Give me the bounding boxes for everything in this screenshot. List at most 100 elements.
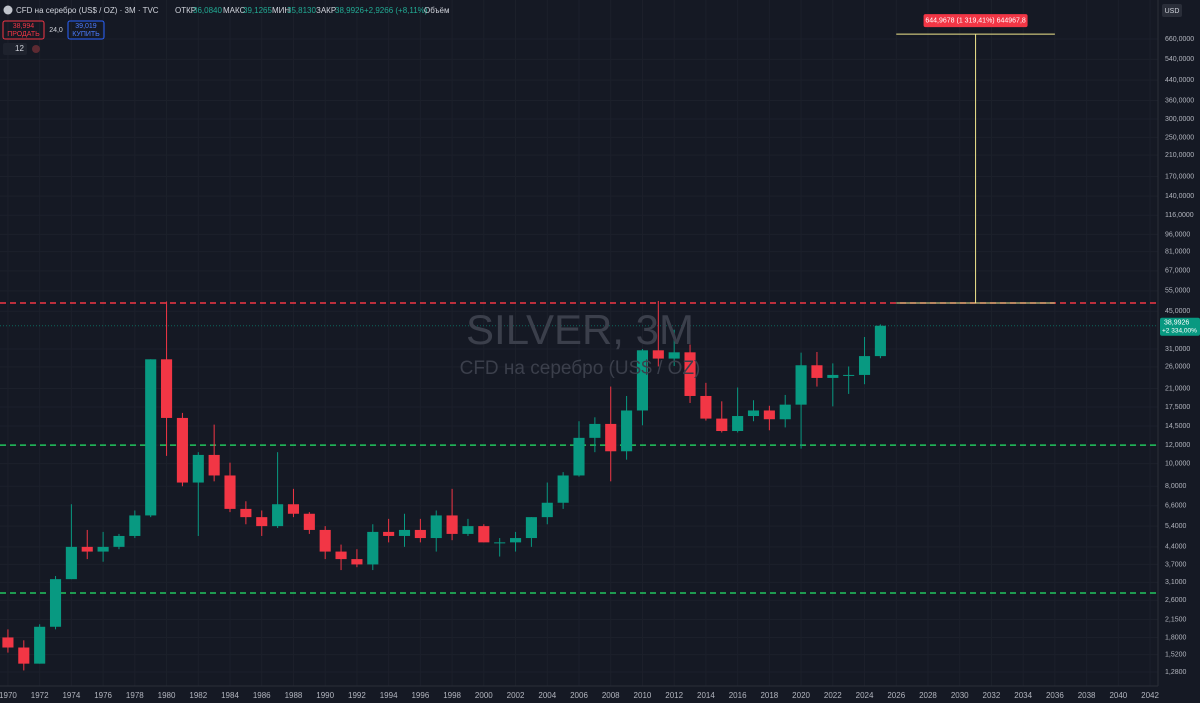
ohlc-value: 36,0840 [193,6,222,15]
x-tick-label: 2030 [951,691,969,700]
candle-body [97,546,109,552]
candle-body [795,365,807,405]
buy-label: КУПИТЬ [72,31,100,38]
candle-body [446,515,458,534]
y-tick-label: 10,0000 [1165,461,1190,468]
y-tick-label: 140,0000 [1165,193,1194,200]
measure-label-box [923,14,1028,28]
x-tick-label: 2008 [602,691,620,700]
y-tick-label: 4,4000 [1165,544,1187,551]
candle-body [49,579,62,627]
y-tick-label: 81,0000 [1165,248,1190,255]
candle-body [256,517,268,527]
x-tick-label: 2020 [792,691,810,700]
ohlc-label: МИН [272,6,290,15]
candle-body [81,546,93,552]
watermark: SILVER, 3M [466,306,694,353]
y-tick-label: 5,4000 [1165,523,1187,530]
candle-body [113,535,125,547]
x-tick-label: 2026 [887,691,905,700]
y-tick-label: 3,7000 [1165,561,1187,568]
y-tick-label: 31,0000 [1165,346,1190,353]
candle-body [383,531,395,536]
candle-body [272,504,284,527]
y-tick-label: 1,5200 [1165,651,1187,658]
y-tick-label: 45,0000 [1165,308,1190,315]
y-tick-label: 2,6000 [1165,597,1187,604]
candle-body [589,423,601,438]
candle-body [779,404,791,420]
ohlc-value: 38,9926 [335,6,364,15]
last-price-box [1160,317,1200,336]
buy-button[interactable] [67,20,105,40]
x-tick-label: 2028 [919,691,937,700]
indicators-toggle[interactable] [3,43,27,55]
candle-body [351,559,363,565]
candle-body [747,410,760,417]
y-tick-label: 67,0000 [1165,268,1190,275]
x-tick-label: 1976 [94,691,112,700]
candle-body [716,418,728,432]
candle-body [192,454,204,483]
x-tick-label: 1972 [31,691,49,700]
watermark-subtitle: CFD на серебро (US$ / OZ) [460,358,701,379]
x-tick-label: 2016 [729,691,747,700]
x-tick-label: 1998 [443,691,461,700]
y-tick-label: 250,0000 [1165,134,1194,141]
measure-label: 644,9678 (1 319,41%) 644967,8 [925,17,1026,24]
x-tick-label: 1974 [62,691,80,700]
candle-body [208,454,220,476]
candle-body [732,416,744,432]
x-tick-label: 1970 [0,691,17,700]
ohlc-value: 35,8130 [287,6,316,15]
candle-body [557,475,569,503]
y-tick-label: 540,0000 [1165,56,1194,63]
candle-body [335,551,347,560]
symbol-title[interactable]: CFD на серебро (US$ / OZ) · 3M · TVC [16,6,159,15]
candle-body [240,508,252,518]
candle-body [763,410,775,420]
candle-body [827,374,839,378]
y-tick-label: 6,6000 [1165,503,1187,510]
currency: USD [1165,8,1180,15]
candle-body [303,513,315,530]
sell-button[interactable] [2,20,45,40]
y-tick-label: 96,0000 [1165,231,1190,238]
last-price-change: +2 334,00% [1162,327,1197,334]
y-tick-label: 55,0000 [1165,288,1190,295]
candle-body [367,531,379,565]
ohlc-value: 39,1265 [243,6,272,15]
candle-body [874,325,886,357]
buy-price: 39,019 [75,23,97,30]
candle-body [414,529,426,539]
y-tick-label: 17,5000 [1165,404,1190,411]
candle-body [636,350,649,411]
x-tick-label: 1992 [348,691,366,700]
currency-button[interactable] [1162,4,1182,17]
alert-icon[interactable] [32,45,40,53]
y-tick-label: 116,0000 [1165,212,1194,219]
ohlc-label: ЗАКР [316,6,336,15]
y-tick-label: 170,0000 [1165,173,1194,180]
x-tick-label: 1988 [285,691,303,700]
y-tick-label: 1,2800 [1165,669,1187,676]
candle-body [18,647,30,664]
x-tick-label: 1980 [158,691,176,700]
ohlc-label: ОТКР [175,6,196,15]
y-tick-label: 660,0000 [1165,36,1194,43]
candle-body [668,352,680,359]
candle-body [811,365,823,378]
candle-body [2,637,14,648]
x-tick-label: 2014 [697,691,715,700]
x-tick-label: 2036 [1046,691,1064,700]
x-tick-label: 2040 [1109,691,1127,700]
y-tick-label: 1,8000 [1165,634,1187,641]
x-tick-label: 2006 [570,691,588,700]
candle-body [430,515,442,539]
sell-label: ПРОДАТЬ [7,31,40,38]
price-axis [1158,0,1200,703]
candle-body [652,350,664,359]
